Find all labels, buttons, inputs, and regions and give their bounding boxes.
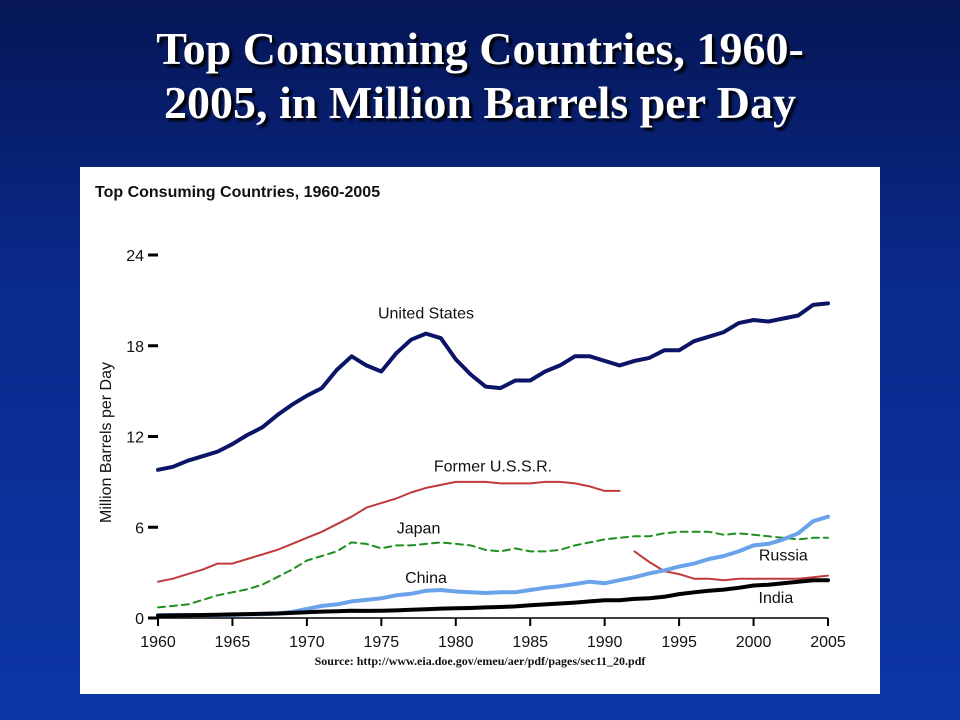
series-label-russia: Russia xyxy=(759,548,808,565)
slide-title-line-2: 2005, in Million Barrels per Day xyxy=(163,77,797,128)
slide-title-line-1: Top Consuming Countries, 1960- xyxy=(156,23,804,74)
series-line-china xyxy=(156,514,830,617)
x-tick-label: 1975 xyxy=(364,634,400,651)
series-line-former-u-s-s-r xyxy=(157,480,621,583)
x-tick-label: 1965 xyxy=(215,634,251,651)
y-tick-label: 24 xyxy=(126,248,144,265)
x-tick-label: 1970 xyxy=(289,634,325,651)
y-tick-label: 0 xyxy=(135,611,144,628)
chart-panel: Top Consuming Countries, 1960-2005 1960 1… xyxy=(80,167,880,694)
chart-title: Top Consuming Countries, 1960-2005 xyxy=(95,184,381,201)
y-tick-label: 18 xyxy=(126,339,144,356)
line-chart: 1960 1965 1970 1975 1980 1985 1990 1995 2000 2005… xyxy=(98,248,846,651)
series-line-japan xyxy=(157,530,829,609)
x-tick-label: 1985 xyxy=(512,634,548,651)
x-tick-label: 2000 xyxy=(736,634,772,651)
series-label-united-states: United States xyxy=(378,306,474,323)
y-axis-label: Million Barrels per Day xyxy=(98,362,115,523)
x-tick-label: 1995 xyxy=(661,634,697,651)
y-tick-label: 12 xyxy=(126,430,144,447)
series-label-japan: Japan xyxy=(397,520,441,537)
series-line-india xyxy=(156,578,830,618)
x-tick-label: 1960 xyxy=(140,634,176,651)
slide-title: Top Consuming Countries, 1960- 2005, in … xyxy=(0,22,960,130)
chart-source: Source: http://www.eia.doe.gov/emeu/aer/… xyxy=(314,654,646,668)
x-tick-label: 2005 xyxy=(810,634,846,651)
series-label-india: India xyxy=(759,590,794,607)
y-tick-label: 6 xyxy=(135,520,144,537)
series-label-china: China xyxy=(405,570,447,587)
series-label-former-u-s-s-r: Former U.S.S.R. xyxy=(434,458,552,475)
x-tick-label: 1980 xyxy=(438,634,474,651)
x-tick-label: 1990 xyxy=(587,634,623,651)
series-line-united-states xyxy=(156,301,830,472)
